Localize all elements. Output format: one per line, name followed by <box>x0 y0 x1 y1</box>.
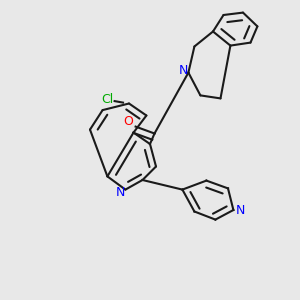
Text: N: N <box>235 203 245 217</box>
Text: N: N <box>178 64 188 77</box>
Text: Cl: Cl <box>101 93 113 106</box>
Text: N: N <box>115 185 125 199</box>
Text: O: O <box>123 115 133 128</box>
